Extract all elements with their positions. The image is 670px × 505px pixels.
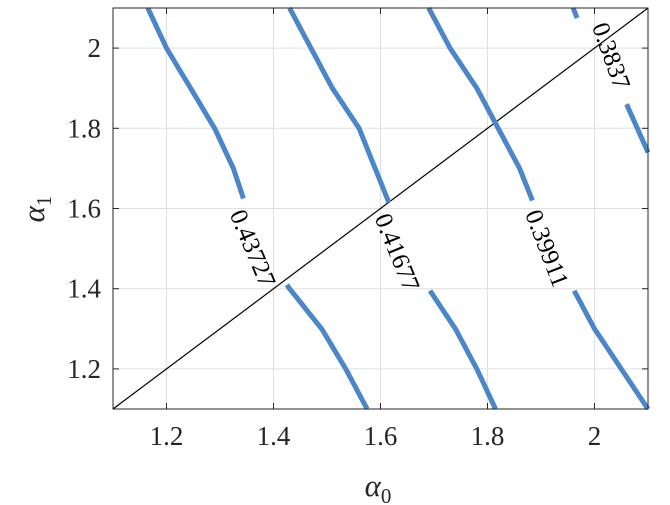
contour-line-0.39911: [571, 289, 651, 411]
tick-labels: 1.2 1.4 1.6 1.8 2 1.2 1.4 1.6 1.8 2: [67, 33, 601, 451]
x-tick-label: 1.4: [257, 421, 291, 451]
y-axis-label: α1: [16, 196, 56, 223]
x-tick-label: 1.8: [471, 421, 505, 451]
contour-line-0.39911: [426, 6, 535, 202]
contour-line-0.43727: [284, 283, 370, 411]
x-tick-label: 2: [588, 421, 602, 451]
y-tick-label: 1.6: [67, 194, 101, 224]
diagonal-line-layer: [112, 7, 649, 410]
y-tick-label: 2: [88, 33, 102, 63]
contour-line-0.3837: [624, 103, 651, 154]
x-axis-label: α0: [365, 468, 392, 505]
contour-line-0.3837: [570, 7, 580, 19]
contour-line-0.41677: [427, 289, 498, 411]
y-tick-label: 1.2: [67, 354, 101, 384]
x-tick-label: 1.2: [150, 421, 184, 451]
plot-frame: [112, 7, 649, 410]
diagonal-line: [112, 7, 649, 410]
contour-line-0.41677: [287, 6, 392, 204]
y-tick-label: 1.8: [67, 113, 101, 143]
contour-line-0.43727: [145, 6, 246, 200]
contour-lines: [145, 6, 651, 411]
y-tick-label: 1.4: [67, 274, 101, 304]
x-tick-label: 1.6: [364, 421, 398, 451]
